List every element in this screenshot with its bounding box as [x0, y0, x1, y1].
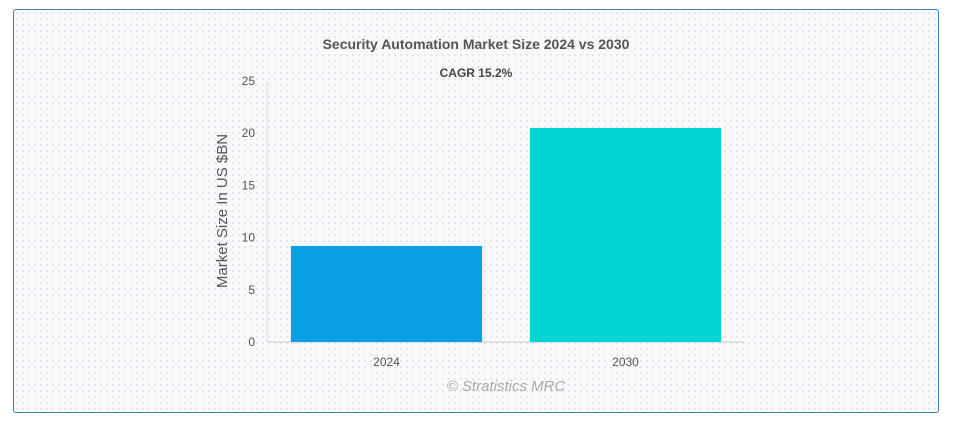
plot-area: 0 5 10 15 20 25 2024 2030 — [242, 74, 722, 369]
x-tick-label: 2024 — [373, 355, 400, 369]
chart-title: Security Automation Market Size 2024 vs … — [323, 36, 630, 52]
y-tick-label: 25 — [242, 74, 256, 88]
y-tick-label: 15 — [242, 178, 256, 192]
chart-frame — [13, 9, 939, 413]
x-tick-label: 2030 — [612, 355, 639, 369]
bar-2024[interactable] — [290, 245, 483, 342]
y-axis-label: Market Size In US $BN — [214, 134, 231, 288]
credit-text: © Stratistics MRC — [447, 378, 566, 395]
y-tick-label: 5 — [248, 283, 255, 297]
y-tick-label: 0 — [248, 335, 255, 349]
chart-subtitle: CAGR 15.2% — [440, 66, 513, 80]
y-tick-label: 20 — [242, 126, 256, 140]
y-tick-label: 10 — [242, 231, 256, 245]
bar-2030[interactable] — [529, 127, 722, 342]
